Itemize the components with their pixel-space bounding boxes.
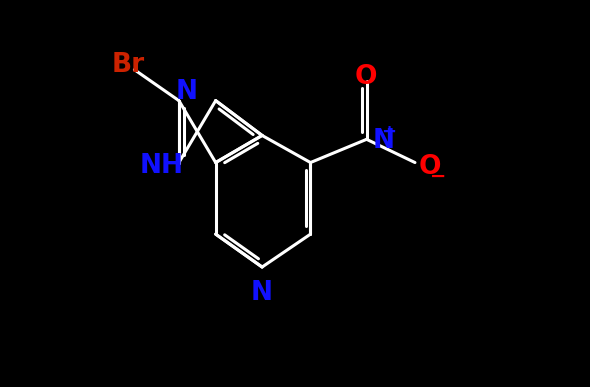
Text: N: N <box>176 79 198 105</box>
Text: NH: NH <box>139 153 183 180</box>
Text: Br: Br <box>112 52 145 78</box>
Text: O: O <box>355 64 377 91</box>
Text: O: O <box>419 154 441 180</box>
Text: N: N <box>251 280 273 307</box>
Text: N: N <box>372 128 394 154</box>
Text: −: − <box>430 166 447 186</box>
Text: +: + <box>381 123 396 141</box>
